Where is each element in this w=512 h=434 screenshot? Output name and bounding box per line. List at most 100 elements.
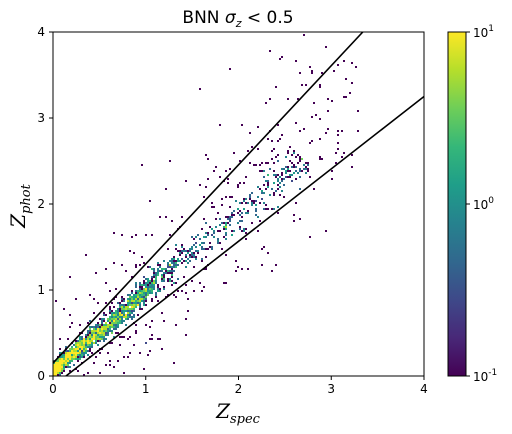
density-bin (79, 340, 81, 342)
density-bin (89, 350, 91, 352)
density-bin (67, 354, 69, 356)
density-bin (163, 272, 165, 274)
density-bin (267, 180, 269, 182)
density-bin (101, 336, 103, 338)
density-bin (195, 256, 197, 258)
density-bin (159, 338, 161, 340)
density-bin (69, 366, 71, 368)
density-bin (139, 282, 141, 284)
density-bin (143, 284, 145, 286)
density-bin (95, 356, 97, 358)
density-bin (73, 364, 75, 366)
density-bin (185, 260, 187, 262)
density-bin (95, 272, 97, 274)
density-bin (271, 270, 273, 272)
density-bin (109, 328, 111, 330)
density-bin (103, 326, 105, 328)
density-bin (157, 272, 159, 274)
density-bin (117, 316, 119, 318)
density-bin (157, 262, 159, 264)
density-bin (309, 142, 311, 144)
density-bin (149, 350, 151, 352)
density-bin (103, 338, 105, 340)
density-bin (123, 372, 125, 374)
density-bin (229, 224, 231, 226)
density-bin (255, 208, 257, 210)
density-bin (255, 214, 257, 216)
density-bin (205, 248, 207, 250)
density-bin (269, 168, 271, 170)
density-bin (279, 176, 281, 178)
density-bin (97, 330, 99, 332)
density-bin (55, 368, 57, 370)
density-bin (105, 324, 107, 326)
density-bin (79, 350, 81, 352)
density-bin (119, 306, 121, 308)
density-bin (343, 96, 345, 98)
density-bin (241, 124, 243, 126)
density-bin (145, 288, 147, 290)
density-bin (181, 244, 183, 246)
density-bin (203, 218, 205, 220)
density-bin (157, 268, 159, 270)
density-bin (287, 166, 289, 168)
density-bin (217, 230, 219, 232)
density-bin (199, 244, 201, 246)
density-bin (131, 308, 133, 310)
density-bin (159, 288, 161, 290)
density-bin (153, 274, 155, 276)
density-bin (135, 302, 137, 304)
density-bin (233, 152, 235, 154)
density-bin (307, 168, 309, 170)
density-bin (251, 222, 253, 224)
density-bin (193, 254, 195, 256)
density-bin (137, 298, 139, 300)
density-bin (223, 228, 225, 230)
density-bin (195, 258, 197, 260)
density-bin (121, 298, 123, 300)
density-bin (159, 216, 161, 218)
density-bin (287, 176, 289, 178)
density-bin (127, 310, 129, 312)
density-bin (151, 334, 153, 336)
density-bin (87, 336, 89, 338)
density-bin (289, 160, 291, 162)
density-bin (59, 366, 61, 368)
density-bin (151, 286, 153, 288)
density-bin (277, 174, 279, 176)
density-bin (225, 228, 227, 230)
density-bin (101, 330, 103, 332)
density-bin (145, 294, 147, 296)
density-bin (301, 84, 303, 86)
density-bin (283, 168, 285, 170)
density-bin (181, 216, 183, 218)
density-bin (111, 332, 113, 334)
density-bin (165, 272, 167, 274)
density-bin (129, 302, 131, 304)
density-bin (143, 296, 145, 298)
density-bin (115, 314, 117, 316)
density-bin (155, 294, 157, 296)
density-bin (65, 350, 67, 352)
density-bin (149, 282, 151, 284)
density-bin (265, 208, 267, 210)
density-bin (179, 250, 181, 252)
density-bin (113, 322, 115, 324)
density-bin (75, 298, 77, 300)
density-bin (193, 290, 195, 292)
density-bin (173, 270, 175, 272)
density-bin (235, 200, 237, 202)
density-bin (115, 310, 117, 312)
x-axis-label-main: Z (215, 399, 231, 423)
density-bin (71, 354, 73, 356)
density-bin (87, 338, 89, 340)
density-bin (249, 198, 251, 200)
density-bin (141, 164, 143, 166)
density-bin (307, 170, 309, 172)
density-bin (205, 268, 207, 270)
density-bin (117, 318, 119, 320)
density-bin (71, 356, 73, 358)
density-bin (227, 222, 229, 224)
density-bin (79, 338, 81, 340)
density-bin (299, 130, 301, 132)
